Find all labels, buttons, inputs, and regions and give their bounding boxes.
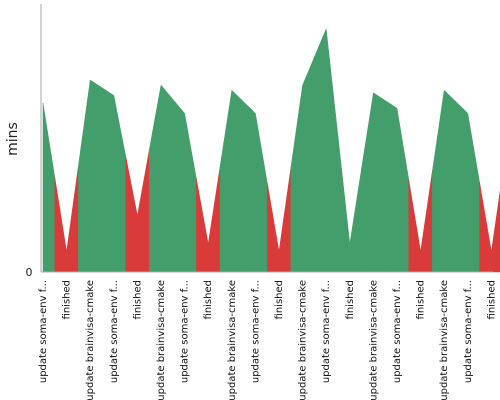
- area-segment-0: [42, 102, 56, 273]
- x-tick-label-19: finished: [486, 280, 497, 319]
- area-segment-11: [290, 56, 315, 273]
- area-segment-16: [408, 170, 433, 273]
- area-segment-14: [361, 92, 386, 273]
- area-segment-15: [384, 100, 410, 273]
- x-tick-label-14: update brainvisa-cmake: [368, 280, 379, 400]
- x-tick-label-5: update brainvisa-cmake: [156, 280, 167, 400]
- area-segment-7: [196, 166, 221, 273]
- x-tick-label-17: update brainvisa-cmake: [439, 280, 450, 400]
- x-tick-label-4: finished: [132, 280, 143, 319]
- x-tick-label-3: update soma-env f...: [109, 280, 120, 383]
- x-tick-labels: update soma-env f... finished update brain…: [38, 280, 497, 400]
- area-segment-2: [78, 79, 103, 273]
- area-segment-10: [266, 168, 292, 273]
- area-segment-8: [219, 89, 244, 273]
- area-segment-13: [337, 136, 362, 273]
- y-axis-label: mins: [5, 122, 21, 156]
- area-segment-3: [101, 87, 126, 273]
- x-tick-label-1: finished: [62, 280, 73, 319]
- x-tick-label-12: update soma-env f...: [321, 280, 332, 383]
- area-segment-19: [479, 182, 500, 273]
- x-tick-label-16: finished: [416, 280, 427, 319]
- x-tick-label-6: update soma-env f...: [180, 280, 191, 383]
- area-segment-4: [125, 150, 150, 273]
- area-segment-5: [148, 84, 174, 273]
- x-tick-label-13: finished: [345, 280, 356, 319]
- x-tick-label-0: update soma-env f...: [38, 280, 49, 383]
- x-tick-label-10: finished: [274, 280, 285, 319]
- x-tick-label-11: update brainvisa-cmake: [298, 280, 309, 400]
- area-segment-1: [54, 165, 79, 273]
- area-segment-12: [314, 27, 339, 273]
- x-tick-label-7: finished: [203, 280, 214, 319]
- area-segment-9: [243, 101, 268, 273]
- x-tick-label-9: update soma-env f...: [250, 280, 261, 383]
- x-tick-label-15: update soma-env f...: [392, 280, 403, 383]
- area-segment-18: [455, 101, 480, 273]
- area-segment-17: [432, 89, 457, 273]
- x-tick-label-18: update soma-env f...: [463, 280, 474, 383]
- y-tick-label-0: 0: [26, 266, 33, 279]
- area-series: [42, 27, 500, 273]
- x-tick-label-2: update brainvisa-cmake: [85, 280, 96, 400]
- area-segment-6: [172, 98, 197, 273]
- x-tick-label-8: update brainvisa-cmake: [227, 280, 238, 400]
